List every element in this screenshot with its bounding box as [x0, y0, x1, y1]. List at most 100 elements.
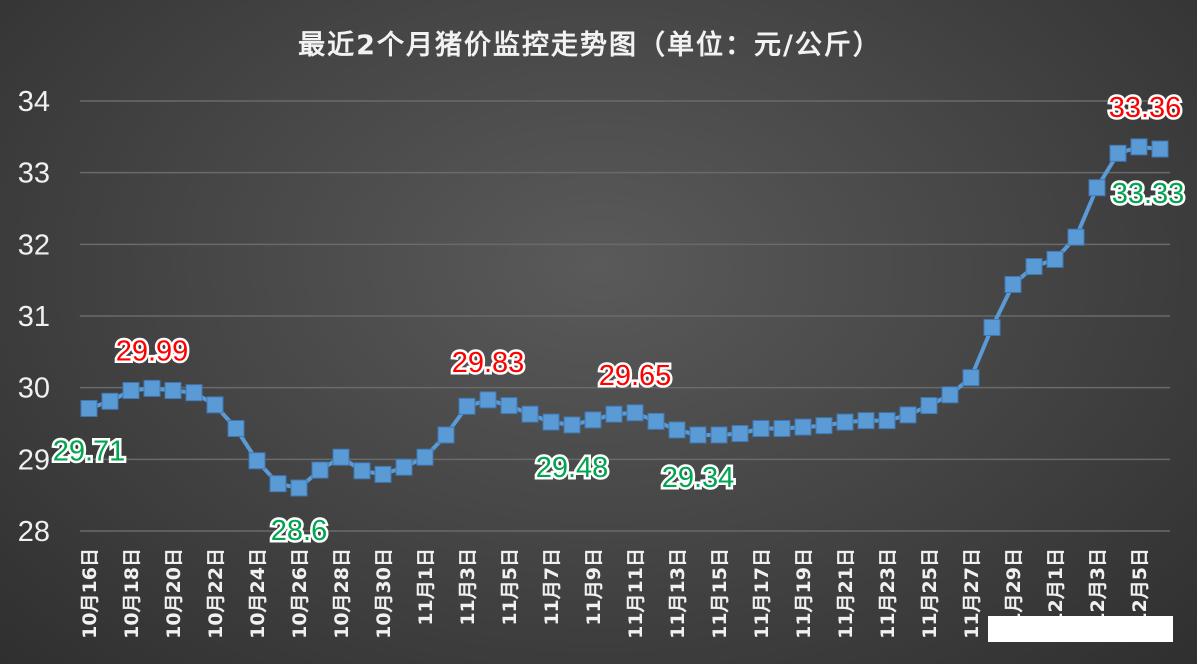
data-labels: 29.71 29.99 28.6 29.83 29.48 29.65 29.34 33.36 3… — [50, 89, 1187, 549]
x-tick-label: 11月1日 — [415, 548, 437, 626]
x-tick-label: 11月15日 — [709, 548, 731, 639]
y-tick-label: 34 — [18, 86, 50, 118]
data-point — [542, 413, 560, 431]
data-point — [1088, 179, 1106, 197]
data-label-min: 29.34 — [662, 462, 735, 494]
data-point — [500, 397, 518, 415]
data-point — [731, 425, 749, 443]
x-tick-label: 11月9日 — [583, 548, 605, 626]
data-label-min: 29.71 — [53, 435, 126, 467]
data-point — [1025, 258, 1043, 276]
data-point — [941, 386, 959, 404]
x-tick-label: 10月18日 — [121, 548, 143, 639]
data-point — [1046, 250, 1064, 268]
data-label-max: 29.83 — [452, 347, 525, 379]
data-point — [710, 426, 728, 444]
data-point — [290, 479, 308, 497]
y-tick-label: 31 — [18, 301, 50, 333]
data-point — [458, 397, 476, 415]
data-point — [752, 420, 770, 438]
x-tick-label: 10月16日 — [79, 548, 101, 639]
data-point — [899, 406, 917, 424]
x-tick-label: 11月19日 — [793, 548, 815, 639]
x-tick-label: 10月30日 — [373, 548, 395, 639]
data-point — [1130, 138, 1148, 156]
data-point — [626, 404, 644, 422]
data-point — [206, 396, 224, 414]
data-point — [416, 448, 434, 466]
data-point — [353, 462, 371, 480]
y-tick-label: 32 — [18, 229, 50, 261]
data-label-max: 29.99 — [116, 335, 189, 367]
data-point — [227, 420, 245, 438]
data-point — [920, 397, 938, 415]
y-tick-label: 33 — [18, 158, 50, 190]
data-point — [374, 465, 392, 483]
data-point — [794, 418, 812, 436]
x-tick-label: 11月21日 — [835, 548, 857, 639]
x-tick-label: 11月13日 — [667, 548, 689, 639]
data-point — [962, 369, 980, 387]
x-tick-label: 10月22日 — [205, 548, 227, 639]
x-tick-label: 11月3日 — [457, 548, 479, 626]
data-point — [164, 382, 182, 400]
x-tick-label: 12月5日 — [1129, 548, 1151, 626]
data-point — [1004, 275, 1022, 293]
data-label-min: 28.6 — [271, 515, 327, 547]
x-tick-label: 11月23日 — [877, 548, 899, 639]
data-point — [395, 458, 413, 476]
data-point — [248, 452, 266, 470]
series-line — [87, 144, 1162, 490]
data-label-max: 29.65 — [599, 360, 672, 392]
data-point — [437, 426, 455, 444]
x-tick-label: 12月3日 — [1087, 548, 1109, 626]
x-tick-label: 10月28日 — [331, 548, 353, 639]
data-point — [605, 405, 623, 423]
x-tick-label: 12月1日 — [1045, 548, 1067, 626]
data-point — [689, 426, 707, 444]
data-point — [1151, 140, 1169, 158]
x-tick-label: 10月20日 — [163, 548, 185, 639]
x-tick-label: 11月11日 — [625, 548, 647, 639]
data-point — [878, 412, 896, 430]
data-point — [185, 384, 203, 402]
data-point — [647, 412, 665, 430]
data-label-min: 33.33 — [1112, 178, 1185, 210]
data-label-max: 33.36 — [1109, 92, 1182, 124]
data-label-min: 29.48 — [536, 452, 609, 484]
data-point — [857, 412, 875, 430]
data-point — [563, 416, 581, 434]
x-tick-label: 11月5日 — [499, 548, 521, 626]
x-axis-ticks: 10月16日 10月18日 10月20日 10月22日 10月24日 10月26日 10月2… — [79, 548, 1151, 639]
data-point — [101, 392, 119, 410]
x-tick-label: 11月27日 — [961, 548, 983, 639]
data-point — [479, 391, 497, 409]
data-point — [332, 448, 350, 466]
data-point — [311, 461, 329, 479]
data-point — [269, 475, 287, 493]
series-line-group — [87, 144, 1162, 490]
data-point — [836, 413, 854, 431]
x-tick-label: 11月17日 — [751, 548, 773, 639]
data-point — [815, 417, 833, 435]
watermark-redaction — [988, 616, 1173, 642]
data-point — [773, 420, 791, 438]
y-tick-label: 28 — [18, 516, 50, 548]
data-point — [122, 382, 140, 400]
chart-title: 最近2个月猪价监控走势图（单位：元/公斤） — [298, 29, 882, 61]
x-tick-label: 11月7日 — [541, 548, 563, 626]
x-tick-label: 10月26日 — [289, 548, 311, 639]
data-point — [668, 421, 686, 439]
data-point — [1109, 144, 1127, 162]
y-axis-ticks: 28 29 30 31 32 33 34 — [18, 86, 50, 548]
x-tick-label: 10月24日 — [247, 548, 269, 639]
grid-lines — [80, 100, 1170, 532]
data-point — [80, 399, 98, 417]
x-tick-label: 11月25日 — [919, 548, 941, 639]
y-tick-label: 29 — [18, 444, 50, 476]
data-point — [983, 318, 1001, 336]
y-tick-label: 30 — [18, 373, 50, 405]
data-point — [1067, 228, 1085, 246]
series-markers — [80, 138, 1169, 497]
